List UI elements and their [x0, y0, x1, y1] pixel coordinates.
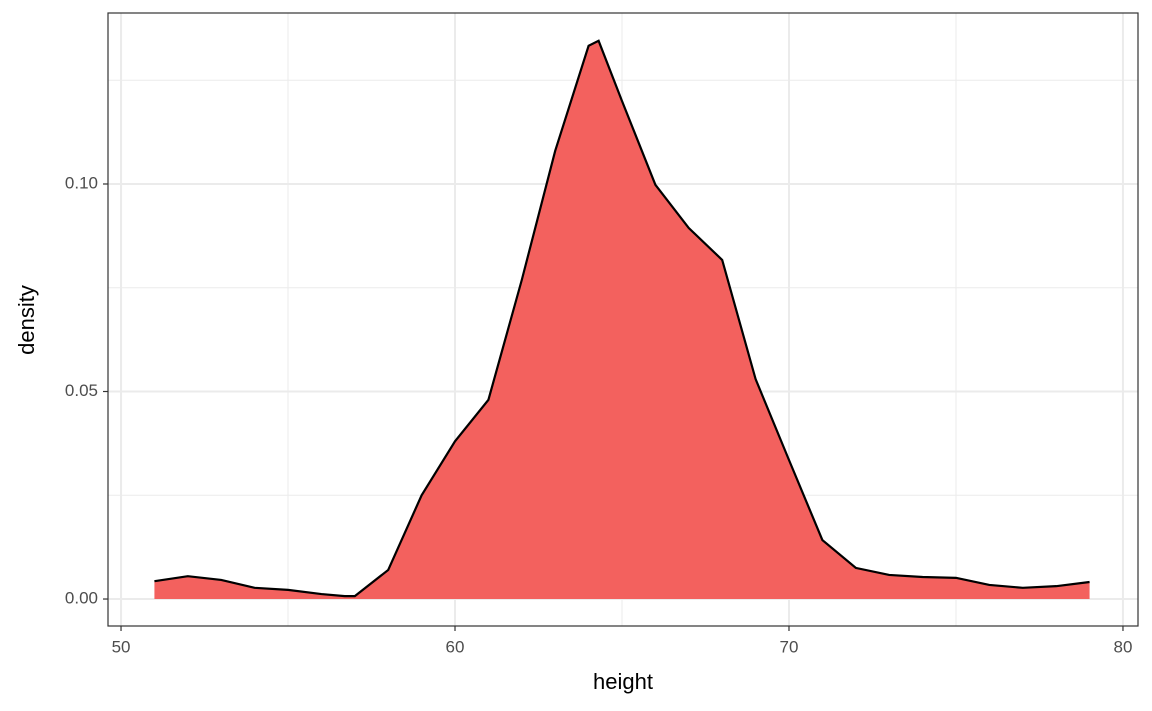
x-tick-label: 70	[780, 637, 799, 656]
y-tick-label: 0.10	[65, 173, 98, 192]
density-area	[154, 40, 1090, 600]
x-tick-label: 60	[446, 637, 465, 656]
plot-border	[107, 12, 1139, 627]
y-tick-label: 0.05	[65, 381, 98, 400]
y-tick-label: 0.00	[65, 589, 98, 608]
x-tick-label: 50	[112, 637, 131, 656]
density-line	[154, 39, 1090, 598]
y-axis-title: density	[14, 285, 39, 355]
x-axis-title: height	[593, 669, 653, 694]
x-tick-label: 80	[1114, 637, 1133, 656]
